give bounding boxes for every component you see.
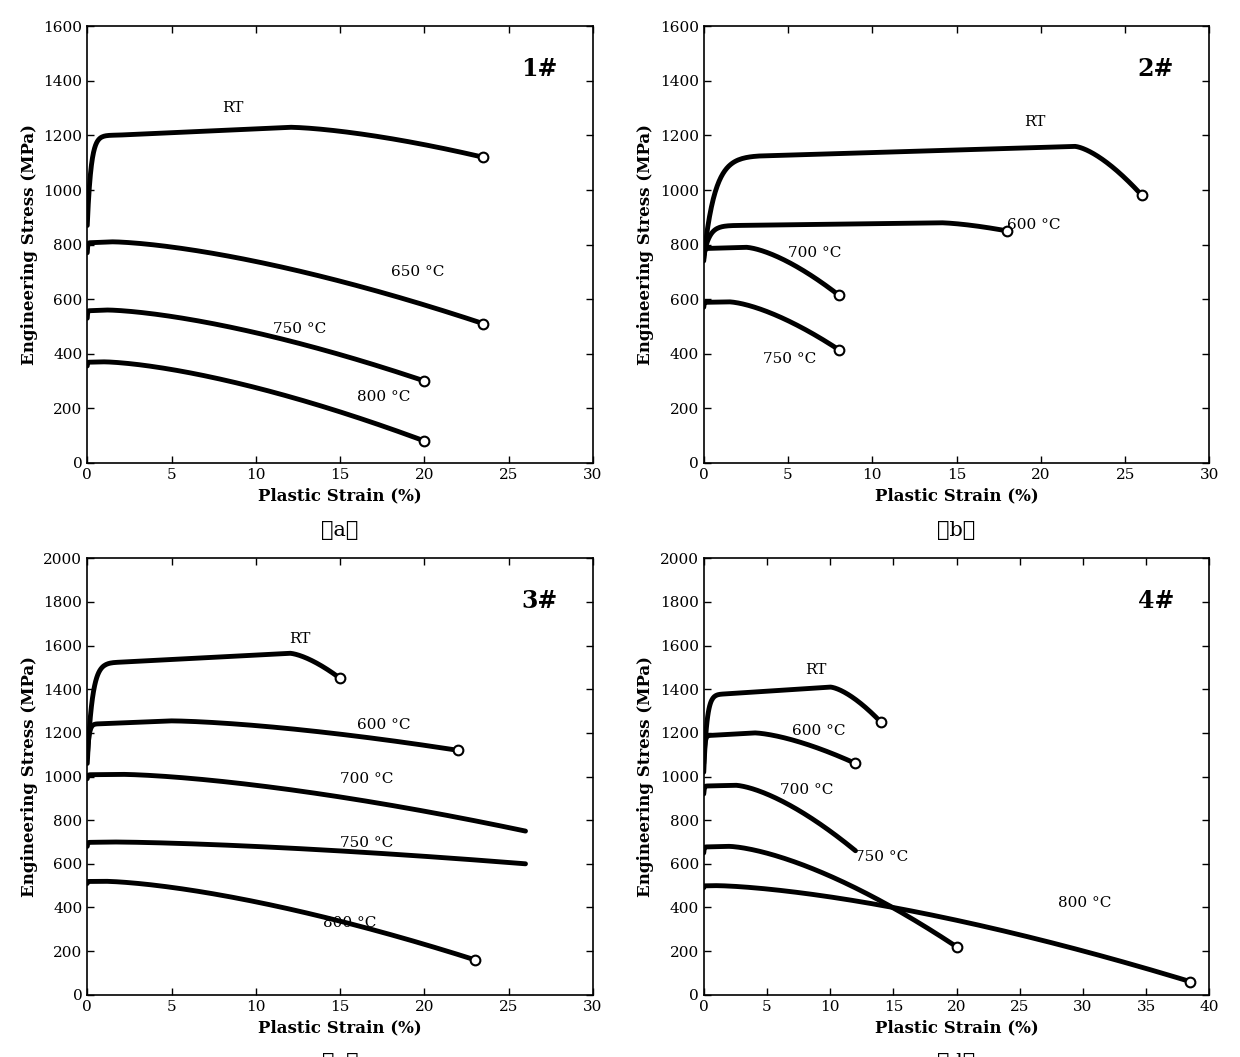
Text: 750 °C: 750 °C — [340, 836, 393, 850]
Y-axis label: Engineering Stress (MPa): Engineering Stress (MPa) — [637, 124, 655, 365]
Text: RT: RT — [222, 101, 243, 115]
X-axis label: Plastic Strain (%): Plastic Strain (%) — [258, 487, 422, 504]
X-axis label: Plastic Strain (%): Plastic Strain (%) — [874, 1019, 1038, 1036]
Text: RT: RT — [289, 632, 311, 646]
Text: RT: RT — [1024, 115, 1045, 129]
Text: （d）: （d） — [937, 1053, 976, 1057]
X-axis label: Plastic Strain (%): Plastic Strain (%) — [258, 1019, 422, 1036]
Text: （a）: （a） — [321, 521, 358, 540]
Y-axis label: Engineering Stress (MPa): Engineering Stress (MPa) — [21, 124, 38, 365]
Text: 750 °C: 750 °C — [273, 322, 326, 336]
Text: 700 °C: 700 °C — [789, 245, 842, 260]
Text: 1#: 1# — [521, 57, 558, 81]
Text: 600 °C: 600 °C — [1007, 219, 1060, 233]
Text: 600 °C: 600 °C — [357, 719, 410, 733]
Y-axis label: Engineering Stress (MPa): Engineering Stress (MPa) — [21, 656, 38, 897]
Text: 750 °C: 750 °C — [856, 850, 909, 865]
Text: 800 °C: 800 °C — [1058, 896, 1111, 910]
Text: 800 °C: 800 °C — [357, 390, 410, 405]
Text: 2#: 2# — [1137, 57, 1174, 81]
X-axis label: Plastic Strain (%): Plastic Strain (%) — [874, 487, 1038, 504]
Text: 600 °C: 600 °C — [792, 724, 846, 738]
Text: RT: RT — [805, 663, 826, 676]
Text: 650 °C: 650 °C — [391, 265, 444, 279]
Text: 700 °C: 700 °C — [780, 782, 833, 797]
Text: 4#: 4# — [1137, 589, 1174, 613]
Y-axis label: Engineering Stress (MPa): Engineering Stress (MPa) — [637, 656, 655, 897]
Text: 750 °C: 750 °C — [763, 352, 816, 366]
Text: （c）: （c） — [321, 1053, 358, 1057]
Text: 700 °C: 700 °C — [340, 772, 393, 785]
Text: 800 °C: 800 °C — [324, 915, 377, 930]
Text: （b）: （b） — [937, 521, 976, 540]
Text: 3#: 3# — [521, 589, 558, 613]
